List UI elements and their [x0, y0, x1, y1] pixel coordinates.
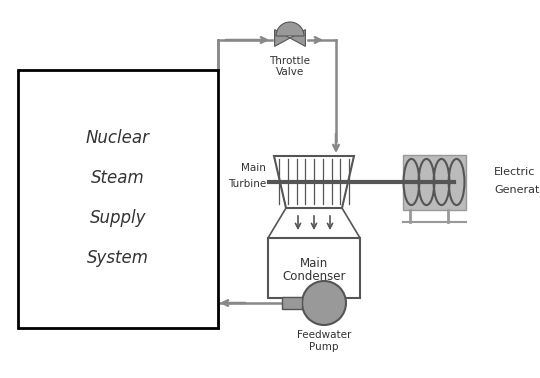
Bar: [402, 155, 465, 209]
Text: Turbine: Turbine: [228, 179, 266, 189]
Polygon shape: [290, 29, 306, 46]
Bar: [268, 238, 360, 298]
Polygon shape: [268, 208, 360, 238]
Text: Electric: Electric: [494, 167, 535, 177]
Text: System: System: [87, 249, 149, 267]
Circle shape: [302, 281, 346, 325]
Bar: [282, 297, 302, 309]
Text: Supply: Supply: [90, 209, 146, 227]
Text: Generator: Generator: [494, 185, 540, 195]
Text: Feedwater: Feedwater: [297, 330, 351, 340]
Text: Steam: Steam: [91, 169, 145, 187]
Polygon shape: [274, 156, 354, 208]
Text: Condenser: Condenser: [282, 271, 346, 284]
Bar: [18, 70, 218, 328]
Text: Pump: Pump: [309, 342, 339, 352]
Polygon shape: [275, 29, 290, 46]
Text: Nuclear: Nuclear: [86, 129, 150, 147]
Text: Throttle: Throttle: [269, 56, 310, 66]
Text: Main: Main: [300, 257, 328, 270]
Text: Main: Main: [241, 163, 266, 173]
Text: Valve: Valve: [276, 67, 304, 77]
Wedge shape: [276, 22, 304, 36]
